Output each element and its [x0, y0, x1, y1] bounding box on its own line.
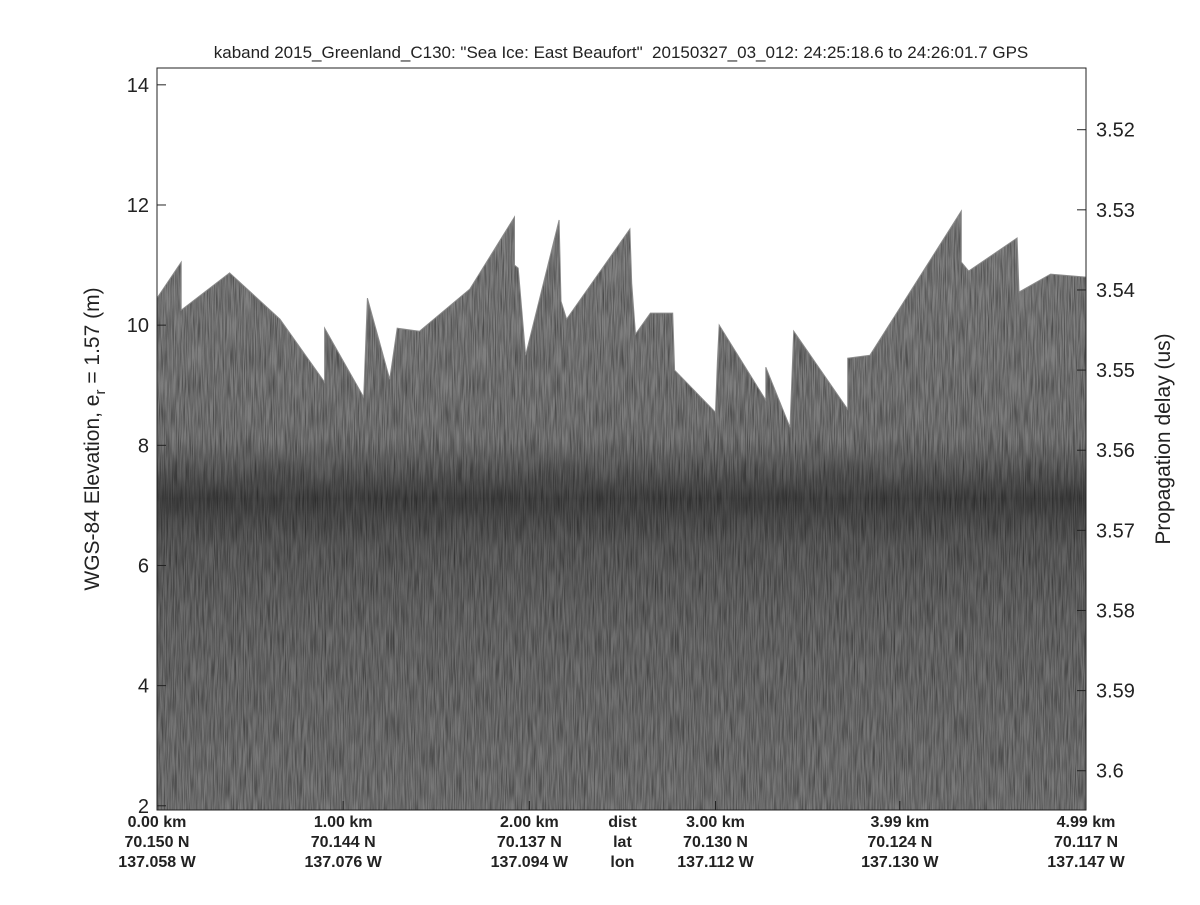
- row-name: lat: [613, 834, 632, 851]
- x-tick-label: 1.00 km: [314, 814, 373, 831]
- y-label-subscript: r: [92, 390, 109, 395]
- y2-axis-label: Propagation delay (us): [1152, 333, 1175, 544]
- y2-tick-label: 3.55: [1096, 360, 1135, 382]
- lon-label: 137.058 W: [118, 854, 196, 871]
- y2-tick-label: 3.53: [1096, 200, 1135, 222]
- lat-label: 70.124 N: [867, 834, 932, 851]
- lon-label: 137.147 W: [1047, 854, 1125, 871]
- x-tick-label: 2.00 km: [500, 814, 559, 831]
- y2-tick-label: 3.59: [1096, 681, 1135, 703]
- lon-label: 137.112 W: [677, 854, 754, 871]
- lat-label: 70.130 N: [683, 834, 748, 851]
- y-tick-label: 6: [138, 555, 149, 577]
- lat-label: 70.150 N: [125, 834, 190, 851]
- y2-tick-label: 3.58: [1096, 600, 1135, 622]
- lon-label: 137.076 W: [304, 854, 382, 871]
- y-tick-label: 4: [138, 676, 149, 698]
- lon-label: 137.094 W: [491, 854, 569, 871]
- y-tick-label: 14: [127, 75, 149, 97]
- y2-tick-label: 3.56: [1096, 440, 1135, 462]
- lat-label: 70.144 N: [311, 834, 376, 851]
- y-tick-label: 2: [138, 796, 149, 818]
- x-tick-label: 4.99 km: [1057, 814, 1116, 831]
- surface-line: [157, 209, 1086, 428]
- chart-title: kaband 2015_Greenland_C130: "Sea Ice: Ea…: [214, 43, 1029, 62]
- y-label-text: = 1.57 (m): [81, 287, 104, 389]
- lat-label: 70.117 N: [1054, 834, 1118, 851]
- y2-tick-label: 3.54: [1096, 280, 1135, 302]
- y-axis-label: WGS-84 Elevation, er = 1.57 (m): [81, 287, 109, 590]
- y2-tick-label: 3.57: [1096, 520, 1135, 542]
- x-tick-label: 0.00 km: [128, 814, 187, 831]
- plot-frame: [156, 67, 1087, 811]
- y2-tick-label: 3.6: [1096, 761, 1124, 783]
- y-tick-label: 8: [138, 435, 149, 457]
- y2-tick-label: 3.52: [1096, 120, 1135, 142]
- y-label-text: WGS-84 Elevation, e: [81, 395, 104, 591]
- lat-label: 70.137 N: [497, 834, 562, 851]
- y-tick-label: 12: [127, 195, 149, 217]
- row-name: lon: [610, 854, 634, 871]
- plot-area: [157, 68, 1086, 810]
- x-tick-label: 3.99 km: [870, 814, 929, 831]
- sky-mask: [157, 68, 1086, 428]
- row-name: dist: [608, 814, 637, 831]
- y-tick-label: 10: [127, 315, 149, 337]
- x-tick-label: 3.00 km: [686, 814, 745, 831]
- lon-label: 137.130 W: [861, 854, 939, 871]
